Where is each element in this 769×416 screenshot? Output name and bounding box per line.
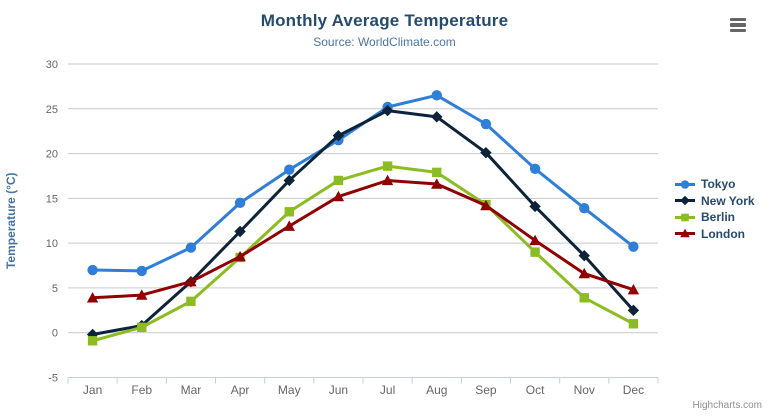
data-point-london[interactable] (529, 234, 541, 246)
legend-marker-symbol[interactable] (680, 179, 690, 189)
data-point-berlin[interactable] (137, 322, 147, 333)
data-point-berlin[interactable] (284, 207, 294, 217)
data-point-berlin[interactable] (87, 336, 98, 346)
y-axis-label: -5 (48, 373, 58, 385)
data-point-tokyo[interactable] (284, 164, 295, 175)
legend-label: London (701, 226, 745, 241)
data-point-berlin[interactable] (579, 293, 589, 303)
data-point-new-york[interactable] (381, 104, 394, 117)
data-point-london[interactable] (185, 275, 197, 287)
data-point-berlin[interactable] (186, 296, 196, 307)
data-point-london[interactable] (381, 174, 394, 186)
hamburger-icon (730, 28, 746, 33)
chart-title: Monthly Average Temperature (260, 11, 509, 30)
series-line-london[interactable] (91, 178, 635, 300)
data-point-tokyo[interactable] (480, 118, 492, 130)
x-axis-label: Oct (526, 383, 545, 397)
data-point-new-york[interactable] (578, 249, 590, 262)
data-point-london[interactable] (332, 190, 345, 202)
hamburger-icon (730, 23, 746, 27)
data-point-tokyo[interactable] (529, 163, 541, 174)
series-london (86, 174, 640, 303)
legend-label: New York (701, 193, 755, 208)
data-point-london[interactable] (431, 178, 443, 189)
data-point-berlin[interactable] (628, 319, 639, 329)
data-point-london[interactable] (136, 289, 148, 300)
y-axis-label: 30 (46, 59, 58, 71)
data-point-new-york[interactable] (332, 129, 345, 142)
data-point-new-york[interactable] (627, 304, 640, 317)
hamburger-icon (730, 17, 746, 22)
data-point-london[interactable] (234, 250, 246, 262)
y-axis-title: Temperature (°C) (4, 172, 18, 269)
x-axis-label: Feb (131, 383, 152, 397)
data-point-new-york[interactable] (431, 111, 443, 123)
legend-marker-symbol[interactable] (680, 195, 690, 206)
legend-item-london[interactable]: London (674, 226, 755, 243)
x-axis-label: Sep (475, 383, 497, 397)
data-point-london[interactable] (627, 284, 640, 295)
y-axis-label: 5 (52, 283, 58, 295)
x-axis-label: Jan (83, 383, 102, 397)
legend-marker-diamond-icon (675, 195, 695, 206)
data-point-london[interactable] (578, 267, 590, 279)
data-point-london[interactable] (283, 220, 295, 231)
legend-label: Tokyo (701, 177, 736, 192)
data-point-tokyo[interactable] (185, 242, 197, 253)
data-point-tokyo[interactable] (234, 197, 246, 209)
series-line-new-york[interactable] (91, 109, 635, 337)
x-axis-label: May (278, 383, 301, 397)
x-axis-label: Jul (380, 383, 395, 397)
y-axis-label: 15 (46, 193, 58, 205)
data-point-london[interactable] (480, 199, 492, 211)
y-axis-label: 20 (46, 149, 58, 161)
data-point-new-york[interactable] (480, 146, 492, 159)
y-axis-label: 0 (52, 328, 58, 340)
legend-label: Berlin (701, 210, 736, 225)
x-axis-label: Nov (574, 383, 595, 397)
data-point-berlin[interactable] (382, 161, 393, 171)
data-point-berlin[interactable] (530, 247, 540, 257)
series-tokyo (87, 90, 639, 277)
x-axis-label: Jun (329, 383, 348, 397)
data-point-new-york[interactable] (529, 200, 541, 213)
data-point-berlin[interactable] (432, 167, 442, 178)
chart-subtitle: Source: WorldClimate.com (313, 35, 456, 49)
credits-link[interactable]: Highcharts.com (692, 400, 762, 411)
data-point-tokyo[interactable] (87, 264, 98, 276)
export-menu-button[interactable] (728, 15, 750, 35)
legend-item-berlin[interactable]: Berlin (674, 209, 755, 226)
data-point-new-york[interactable] (283, 174, 295, 187)
data-point-berlin[interactable] (333, 175, 344, 186)
y-axis-label: 10 (46, 238, 58, 250)
series-line-berlin[interactable] (91, 164, 635, 343)
legend-marker-triangle-icon (675, 228, 695, 238)
x-axis-label: Dec (623, 383, 644, 397)
x-axis-label: Apr (231, 383, 250, 397)
data-point-tokyo[interactable] (136, 265, 147, 277)
x-axis-label: Aug (426, 383, 447, 397)
legend: Tokyo New York Berlin London (674, 176, 755, 242)
data-point-tokyo[interactable] (628, 241, 639, 252)
legend-marker-symbol[interactable] (681, 213, 689, 222)
data-point-new-york[interactable] (234, 225, 246, 238)
data-point-tokyo[interactable] (579, 203, 590, 214)
legend-marker-symbol[interactable] (680, 228, 690, 238)
x-axis-label: Mar (181, 383, 202, 397)
legend-item-tokyo[interactable]: Tokyo (674, 176, 755, 193)
legend-item-new-york[interactable]: New York (674, 193, 755, 210)
series-new-york (86, 104, 640, 341)
y-axis-label: 25 (46, 104, 58, 116)
legend-marker-square-icon (675, 213, 695, 222)
legend-marker-circle-icon (675, 179, 695, 189)
data-point-tokyo[interactable] (431, 90, 442, 101)
data-point-london[interactable] (86, 292, 99, 303)
